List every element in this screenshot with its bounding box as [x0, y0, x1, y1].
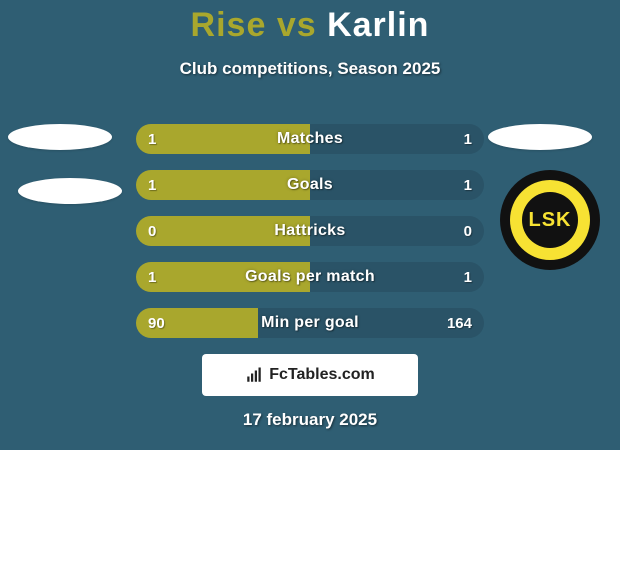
right-team-logo-2: LSK	[500, 170, 600, 270]
left-team-logo-1	[8, 124, 112, 150]
left-team-logo-2	[18, 178, 122, 204]
title-vs: vs	[277, 6, 327, 44]
comparison-panel: Rise vs Karlin Club competitions, Season…	[0, 0, 620, 450]
stat-row: 11Matches	[136, 124, 484, 154]
lsk-badge-text: LSK	[529, 209, 572, 232]
stat-label: Hattricks	[136, 216, 484, 246]
attribution: FcTables.com	[202, 354, 418, 396]
stat-label: Goals	[136, 170, 484, 200]
stat-row: 00Hattricks	[136, 216, 484, 246]
stats-bars: 11Matches 11Goals 00Hattricks 11Goals per m…	[136, 124, 484, 354]
lsk-badge-mid: LSK	[510, 180, 590, 260]
right-team-logo-1	[488, 124, 592, 150]
title-left-name: Rise	[191, 6, 267, 44]
page-title: Rise vs Karlin	[0, 0, 620, 45]
stat-label: Matches	[136, 124, 484, 154]
stat-label: Min per goal	[136, 308, 484, 338]
attribution-text: FcTables.com	[269, 366, 375, 384]
bar-chart-icon	[245, 366, 263, 384]
lsk-badge-inner: LSK	[522, 192, 578, 248]
subtitle: Club competitions, Season 2025	[0, 59, 620, 79]
stat-label: Goals per match	[136, 262, 484, 292]
title-right-name: Karlin	[327, 6, 429, 44]
lsk-badge-outer: LSK	[500, 170, 600, 270]
date: 17 february 2025	[0, 410, 620, 430]
stat-row: 90164Min per goal	[136, 308, 484, 338]
stat-row: 11Goals	[136, 170, 484, 200]
stat-row: 11Goals per match	[136, 262, 484, 292]
